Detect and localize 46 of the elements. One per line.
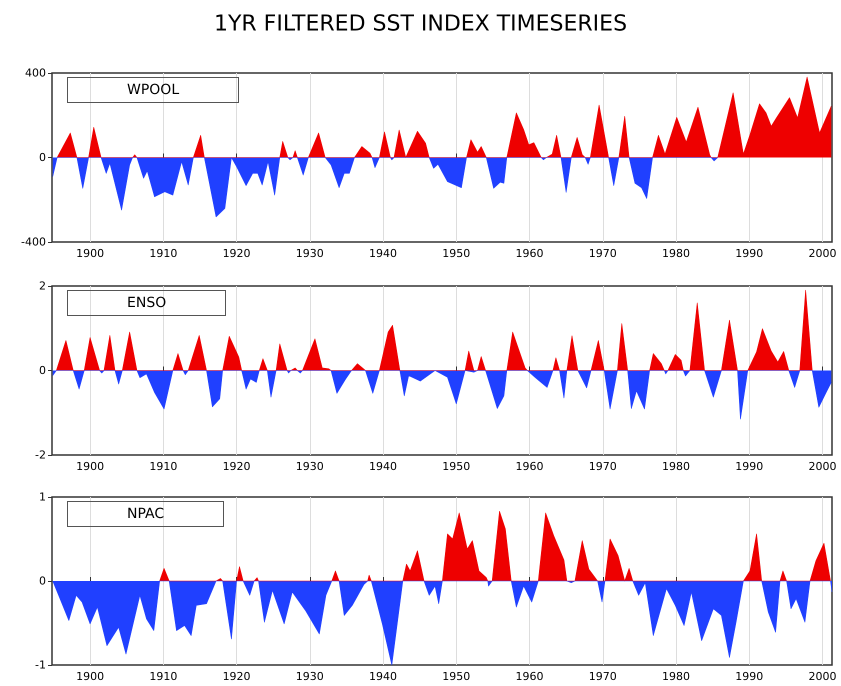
annotation: NPAC <box>127 506 164 522</box>
x-tick-label: 2000 <box>808 670 836 683</box>
y-tick-label: 2 <box>39 280 46 292</box>
x-tick-label: 1950 <box>442 247 470 260</box>
y-tick-label: -400 <box>21 236 46 248</box>
x-tick-label: 1980 <box>662 247 690 260</box>
x-tick-label: 1960 <box>516 670 544 683</box>
y-tick-label: 0 <box>39 364 46 377</box>
x-tick-label: 1970 <box>588 247 617 260</box>
x-tick-label: 1960 <box>516 247 544 260</box>
x-tick-label: 1920 <box>222 460 251 473</box>
y-tick-label: -1 <box>35 658 46 672</box>
x-tick-label: 1900 <box>76 460 104 473</box>
x-tick-label: 1980 <box>662 460 690 473</box>
x-tick-label: 1960 <box>516 460 544 473</box>
annotation: ENSO <box>127 295 166 311</box>
y-tick-label: 0 <box>39 574 46 588</box>
x-tick-label: 1950 <box>442 670 470 683</box>
x-tick-label: 1910 <box>149 670 178 683</box>
x-tick-label: 1950 <box>442 460 470 473</box>
chart-title: 1YR FILTERED SST INDEX TIMESERIES <box>214 12 628 36</box>
x-tick-label: 2000 <box>808 460 836 473</box>
x-tick-label: 1920 <box>222 247 251 260</box>
x-tick-label: 1990 <box>735 670 764 683</box>
x-tick-label: 1940 <box>369 670 398 683</box>
x-tick-label: 1970 <box>588 670 617 683</box>
x-tick-label: 1930 <box>296 460 324 473</box>
x-tick-label: 1910 <box>149 247 178 260</box>
y-tick-label: 0 <box>39 151 46 164</box>
x-tick-label: 1930 <box>296 247 324 260</box>
x-tick-label: 1900 <box>76 670 104 683</box>
x-tick-label: 2000 <box>808 247 836 260</box>
x-tick-label: 1930 <box>296 670 324 683</box>
x-tick-label: 1980 <box>662 670 690 683</box>
x-tick-label: 1940 <box>369 247 398 260</box>
y-tick-label: -2 <box>35 448 46 462</box>
x-tick-label: 1920 <box>222 670 251 683</box>
x-tick-label: 1940 <box>369 460 398 473</box>
x-tick-label: 1990 <box>735 247 764 260</box>
x-tick-label: 1900 <box>76 247 104 260</box>
x-tick-label: 1910 <box>149 460 178 473</box>
annotation: WPOOL <box>127 82 180 98</box>
y-tick-label: 1 <box>39 490 46 504</box>
x-tick-label: 1990 <box>735 460 764 473</box>
x-tick-label: 1970 <box>588 460 617 473</box>
y-tick-label: 400 <box>25 66 46 80</box>
